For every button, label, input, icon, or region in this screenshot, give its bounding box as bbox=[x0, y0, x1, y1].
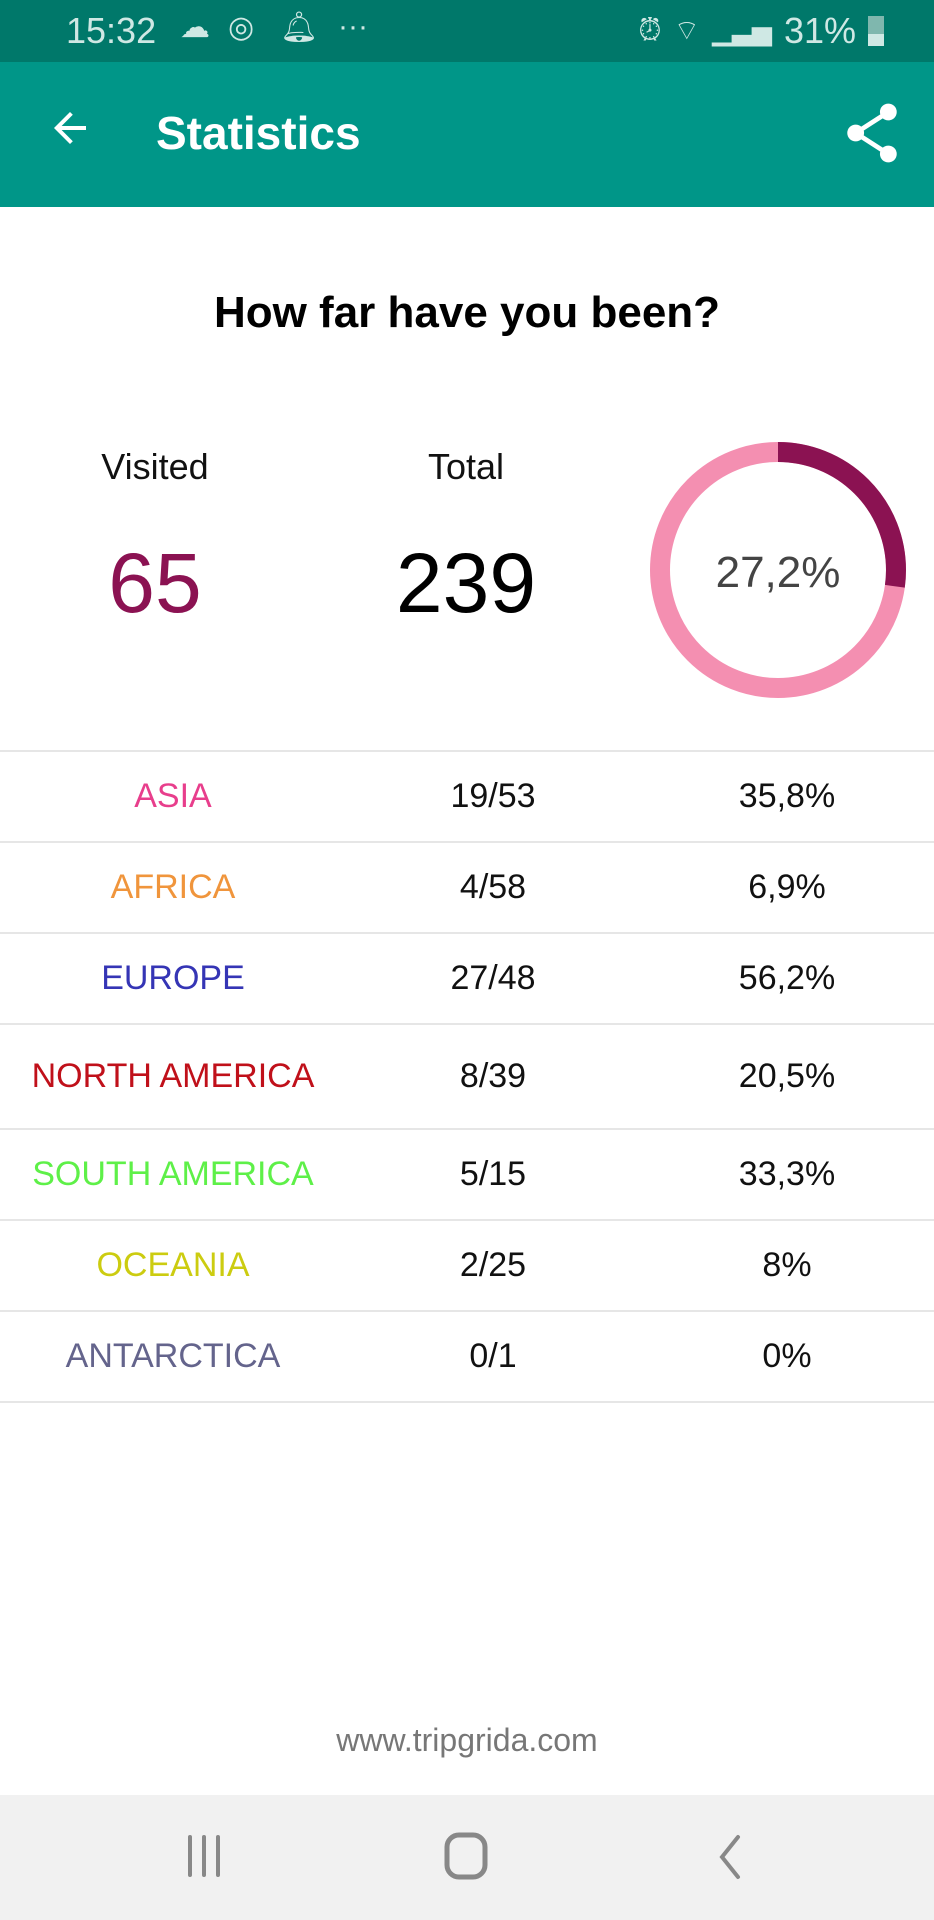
continent-row: AFRICA 4/58 6,9% bbox=[0, 843, 934, 934]
continent-row: ASIA 19/53 35,8% bbox=[0, 752, 934, 843]
continent-name: ASIA bbox=[134, 777, 212, 815]
battery-icon bbox=[868, 16, 884, 46]
visited-value: 65 bbox=[108, 536, 202, 630]
continent-percent: 56,2% bbox=[738, 959, 836, 997]
page-title: Statistics bbox=[156, 107, 361, 159]
continent-name: EUROPE bbox=[101, 959, 245, 997]
signal-icon: ▁▃▅ bbox=[711, 15, 772, 46]
ring-fill bbox=[650, 442, 906, 698]
recents-icon[interactable] bbox=[182, 1831, 226, 1883]
bell-icon: 🔔︎ bbox=[280, 11, 319, 44]
continent-percent: 8% bbox=[762, 1246, 812, 1284]
percent-label: 27,2% bbox=[715, 548, 841, 597]
continent-percent: 6,9% bbox=[748, 868, 826, 906]
continent-fraction: 2/25 bbox=[459, 1246, 527, 1284]
share-icon[interactable] bbox=[844, 102, 900, 164]
continent-percent: 35,8% bbox=[738, 777, 836, 815]
battery-text: 31% bbox=[783, 10, 856, 51]
total-label: Total bbox=[427, 446, 505, 487]
continent-row: ANTARCTICA 0/1 0% bbox=[0, 1312, 934, 1403]
home-icon[interactable] bbox=[442, 1831, 490, 1883]
continent-percent: 33,3% bbox=[738, 1155, 836, 1193]
back-icon[interactable] bbox=[712, 1831, 748, 1883]
continent-row: NORTH AMERICA 8/39 20,5% bbox=[0, 1025, 934, 1130]
continent-name: OCEANIA bbox=[96, 1246, 250, 1284]
continent-percent: 20,5% bbox=[738, 1057, 836, 1095]
continent-fraction: 8/39 bbox=[459, 1057, 527, 1095]
continents-table: ASIA 19/53 35,8% AFRICA 4/58 6,9% EUROPE 2… bbox=[0, 750, 934, 1403]
status-time: 15:32 bbox=[66, 10, 157, 51]
continent-name: ANTARCTICA bbox=[65, 1337, 281, 1375]
heading: How far have you been? bbox=[213, 288, 721, 337]
continent-fraction: 19/53 bbox=[450, 777, 536, 815]
continent-percent: 0% bbox=[762, 1337, 812, 1375]
status-bar: 15:32 ☁ ◎ 🔔︎ ··· ⏰︎ ⌔ ▁▃▅ 31% bbox=[0, 0, 934, 62]
alarm-icon: ⏰︎ bbox=[638, 14, 662, 47]
more-icon: ··· bbox=[338, 10, 368, 43]
continent-fraction: 4/58 bbox=[459, 868, 527, 906]
continent-row: OCEANIA 2/25 8% bbox=[0, 1221, 934, 1312]
continent-fraction: 5/15 bbox=[459, 1155, 527, 1193]
nav-bar bbox=[0, 1795, 934, 1920]
continent-name: NORTH AMERICA bbox=[31, 1057, 315, 1095]
cloud-icon: ☁ bbox=[180, 11, 210, 44]
continent-fraction: 0/1 bbox=[469, 1337, 517, 1375]
app-bar: Statistics bbox=[0, 62, 934, 207]
continent-name: SOUTH AMERICA bbox=[32, 1155, 314, 1193]
progress-ring bbox=[650, 442, 906, 698]
continent-row: EUROPE 27/48 56,2% bbox=[0, 934, 934, 1025]
wifi-icon: ⌔ bbox=[673, 14, 700, 46]
continent-fraction: 27/48 bbox=[450, 959, 536, 997]
website-link[interactable]: www.tripgrida.com bbox=[336, 1722, 598, 1758]
visited-label: Visited bbox=[101, 446, 209, 487]
total-value: 239 bbox=[395, 536, 537, 630]
continent-row: SOUTH AMERICA 5/15 33,3% bbox=[0, 1130, 934, 1221]
arrow-left-icon[interactable] bbox=[46, 104, 94, 164]
instagram-icon: ◎ bbox=[228, 11, 255, 44]
continent-name: AFRICA bbox=[110, 868, 236, 906]
